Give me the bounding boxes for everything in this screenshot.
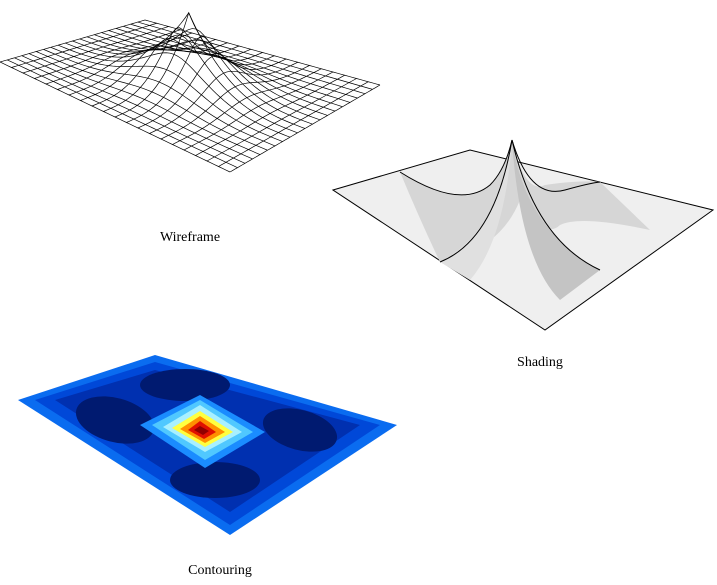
wire-line bbox=[79, 28, 313, 125]
wire-line bbox=[206, 78, 357, 162]
wireframe-surface bbox=[0, 11, 381, 173]
wire-line bbox=[130, 23, 366, 95]
wire-line bbox=[123, 25, 358, 99]
caption: Wireframe bbox=[160, 230, 220, 245]
contour-surface bbox=[18, 355, 397, 535]
edge-curve bbox=[439, 139, 513, 263]
wire-line bbox=[144, 19, 381, 86]
contour-band bbox=[170, 462, 260, 498]
wire-line bbox=[137, 55, 287, 129]
wire-line bbox=[115, 28, 351, 103]
contour-band bbox=[194, 426, 209, 435]
wire-line bbox=[114, 11, 263, 118]
edge-curve bbox=[511, 139, 601, 192]
contour-band bbox=[75, 396, 155, 444]
caption: Shading bbox=[517, 355, 563, 370]
shade bbox=[440, 140, 512, 280]
wire-line bbox=[72, 12, 306, 129]
wire-line bbox=[86, 36, 321, 121]
wire-line bbox=[137, 21, 373, 90]
edge-curve bbox=[511, 139, 601, 271]
edge-curve bbox=[399, 139, 513, 196]
wire-line bbox=[126, 36, 275, 123]
wire-line bbox=[218, 81, 369, 167]
wire-line bbox=[108, 30, 343, 108]
wire-line bbox=[183, 71, 334, 151]
wire-line bbox=[195, 74, 345, 156]
contour-band bbox=[262, 408, 338, 452]
wire-line bbox=[57, 44, 291, 138]
caption: Contouring bbox=[188, 563, 252, 578]
shade bbox=[512, 140, 600, 300]
contour-band bbox=[140, 369, 230, 401]
wire-line bbox=[43, 49, 276, 147]
wire-line bbox=[149, 61, 298, 134]
wire-line bbox=[160, 65, 310, 140]
wire-line bbox=[94, 34, 328, 116]
wire-line bbox=[172, 68, 322, 145]
wire-line bbox=[229, 84, 381, 173]
shaded-surface bbox=[331, 139, 715, 331]
